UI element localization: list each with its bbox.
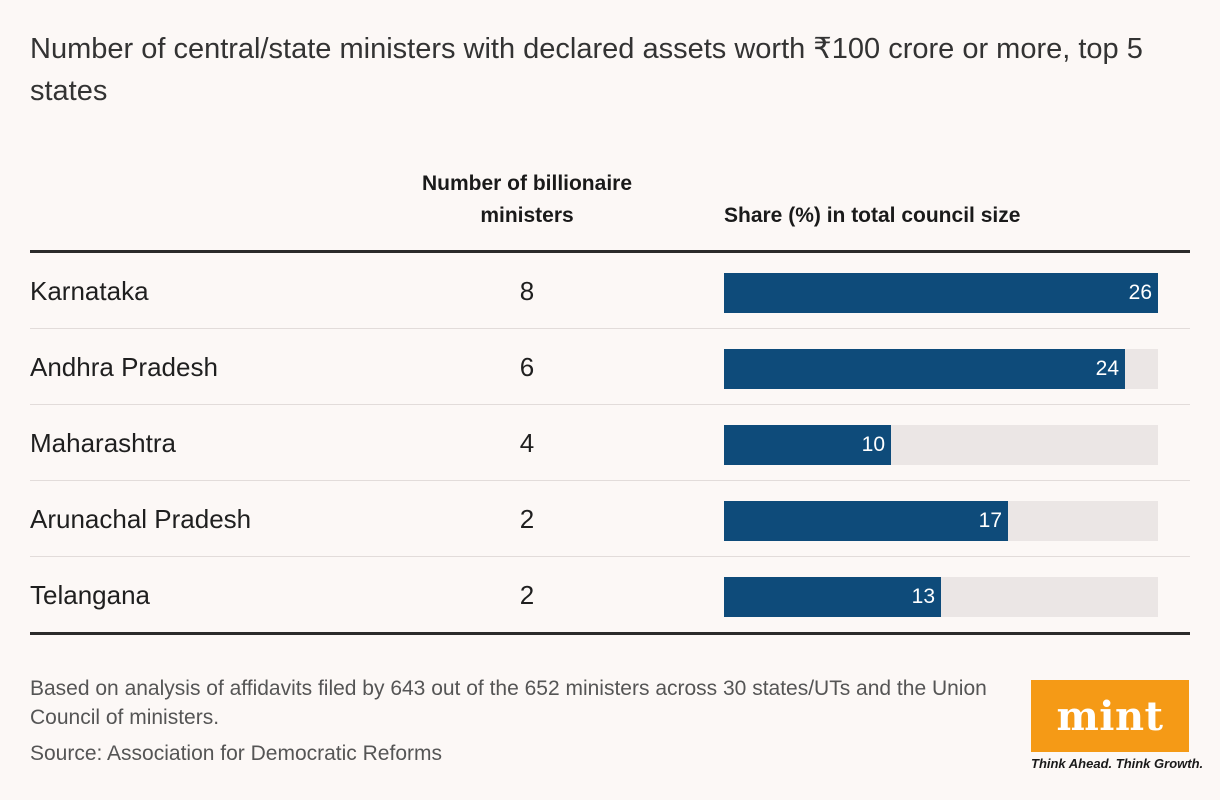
table-row: Arunachal Pradesh 2 17 [30,481,1190,557]
share-bar: 10 [724,425,891,465]
logo-wordmark: mint [1056,692,1164,740]
share-bar-track: 17 [724,501,1158,541]
share-value-label: 13 [911,585,935,608]
share-bar: 24 [724,349,1125,389]
footnote: Based on analysis of affidavits filed by… [30,677,987,729]
minister-count: 6 [519,352,535,382]
table-row: Maharashtra 4 10 [30,405,1190,481]
share-value-label: 24 [1095,357,1119,380]
source-note: Source: Association for Democratic Refor… [30,742,442,765]
state-name: Telangana [30,580,150,610]
minister-count: 8 [519,276,535,306]
state-name: Karnataka [30,276,149,306]
mint-logo: mint [1031,680,1189,752]
table-top-rule [30,250,1190,253]
count-column-header: Number of billionaire ministers [421,172,633,227]
table-row: Andhra Pradesh 6 24 [30,329,1190,405]
minister-count: 4 [519,428,535,458]
table-row: Karnataka 8 26 [30,253,1190,329]
share-bar-track: 24 [724,349,1158,389]
table-bottom-rule [30,632,1190,635]
table-row: Telangana 2 13 [30,557,1190,633]
minister-count: 2 [519,504,535,534]
logo-tagline: Think Ahead. Think Growth. [1031,756,1204,771]
share-column-header: Share (%) in total council size [724,204,1021,227]
row-divider [30,480,1190,481]
row-divider [30,556,1190,557]
state-name: Arunachal Pradesh [30,504,252,534]
share-bar-track: 10 [724,425,1158,465]
share-bar-track: 13 [724,577,1158,617]
share-value-label: 26 [1128,281,1152,304]
share-bar: 26 [724,273,1158,313]
minister-count: 2 [519,580,535,610]
row-divider [30,404,1190,405]
state-name: Andhra Pradesh [30,352,218,382]
state-name: Maharashtra [30,428,176,458]
chart-title: Number of central/state ministers with d… [30,33,1143,107]
share-value-label: 17 [978,509,1002,532]
share-bar: 17 [724,501,1008,541]
share-bar-track: 26 [724,273,1158,313]
share-value-label: 10 [861,433,885,456]
row-divider [30,328,1190,329]
share-bar: 13 [724,577,941,617]
